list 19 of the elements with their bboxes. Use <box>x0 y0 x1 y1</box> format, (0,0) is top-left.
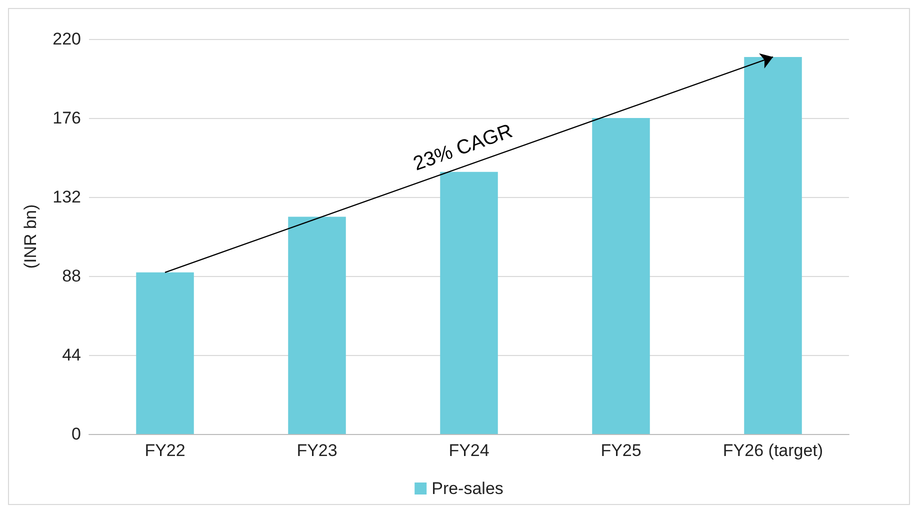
bar <box>440 172 498 434</box>
x-tick-label: FY25 <box>600 441 642 460</box>
bar <box>136 272 194 434</box>
x-tick-label: FY26 (target) <box>722 441 824 460</box>
bar <box>744 56 802 434</box>
x-tick-label: FY24 <box>448 441 490 460</box>
x-tick-label: FY22 <box>144 441 186 460</box>
y-tick-label: 220 <box>52 30 81 48</box>
y-axis-title: (INR bn) <box>21 204 40 269</box>
legend-label: Pre-sales <box>432 479 504 498</box>
bar <box>592 118 650 434</box>
y-tick-label: 176 <box>52 108 81 128</box>
annotation: 23% CAGR <box>410 120 516 176</box>
y-tick-label: 0 <box>72 424 81 444</box>
bar <box>288 216 346 434</box>
y-tick-label: 44 <box>62 346 81 364</box>
y-tick-label: 88 <box>62 266 81 286</box>
y-tick-label: 132 <box>52 188 81 206</box>
x-tick-label: FY23 <box>296 441 338 460</box>
